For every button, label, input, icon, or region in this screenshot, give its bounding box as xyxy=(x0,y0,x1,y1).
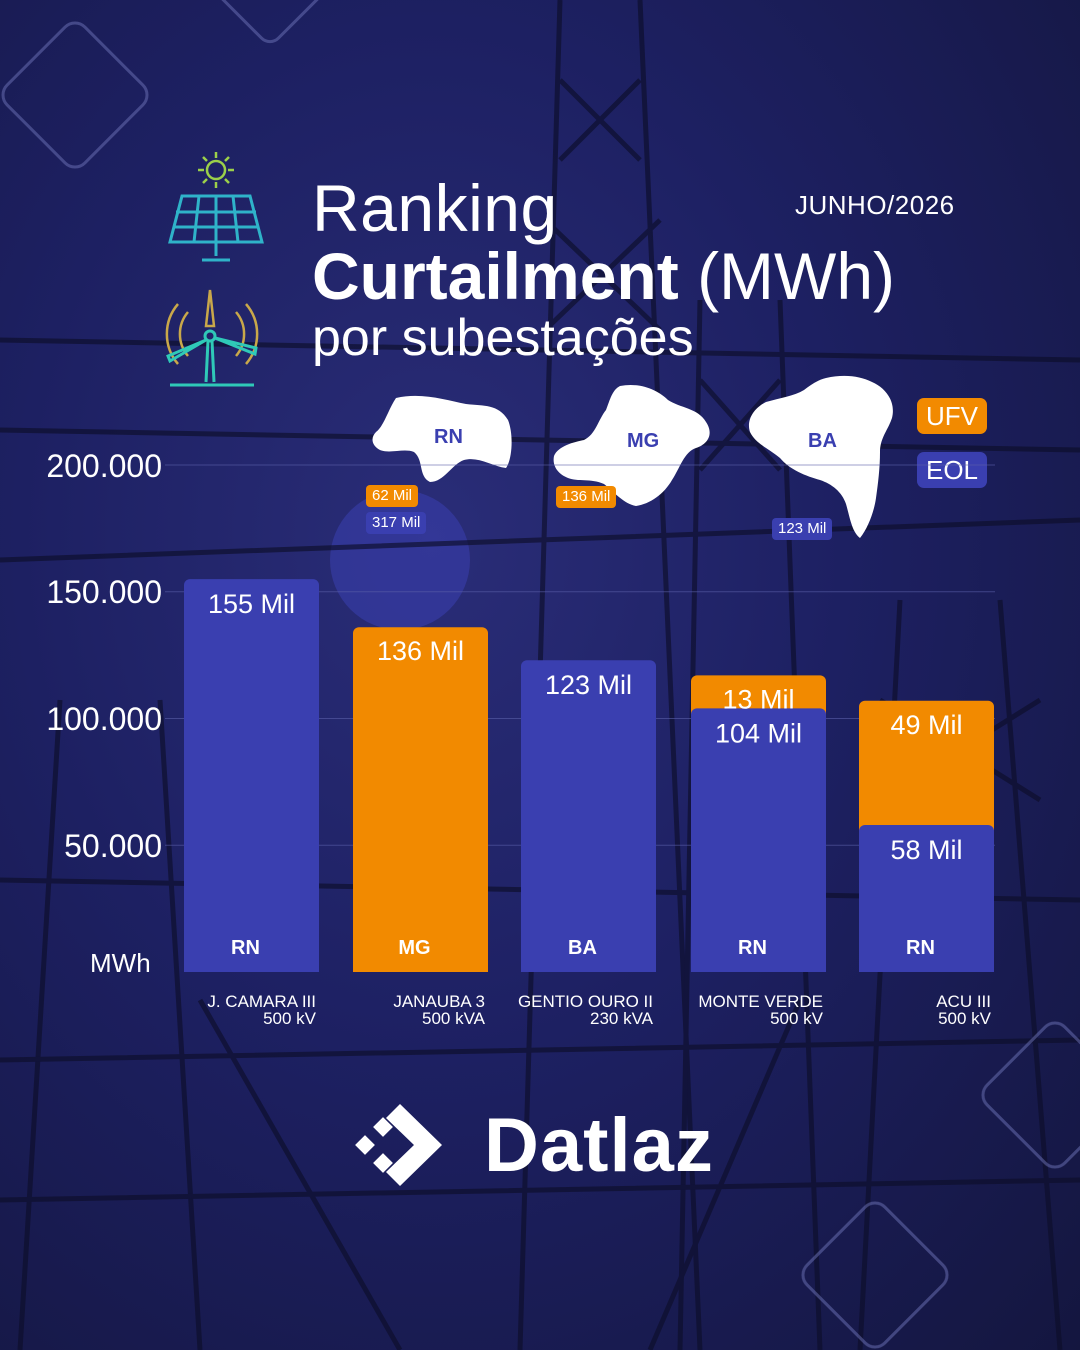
category-label: JANAUBA 3 500 kVA xyxy=(393,993,485,1027)
category-label: GENTIO OURO II 230 kVA xyxy=(518,993,653,1027)
map-ba-icon xyxy=(748,375,893,538)
chart-title-bold: Curtailment xyxy=(312,239,679,313)
chart-title-unit: (MWh) xyxy=(697,239,895,313)
chart-title-line1: Ranking xyxy=(312,171,558,245)
y-axis-unit: MWh xyxy=(90,948,151,978)
region-mg-ufv-badge: 136 Mil xyxy=(556,486,617,508)
map-label-ba: BA xyxy=(808,430,837,452)
category-voltage: 500 kVA xyxy=(421,1009,485,1028)
category-label: MONTE VERDE 500 kV xyxy=(698,993,823,1027)
bar-state-label: BA xyxy=(568,937,597,959)
category-name: JANAUBA 3 xyxy=(393,992,485,1011)
category-name: J. CAMARA III xyxy=(207,992,316,1011)
category-name: MONTE VERDE xyxy=(698,992,823,1011)
data-label-ufv: 13 Mil xyxy=(722,684,794,714)
bar-eol xyxy=(691,708,826,972)
region-ba-eol-badge: 123 Mil xyxy=(772,518,833,540)
bar-base xyxy=(353,964,488,972)
category-voltage: 500 kV xyxy=(770,1009,823,1028)
y-tick-label: 100.000 xyxy=(46,701,162,737)
bar-ufv xyxy=(353,627,488,972)
map-label-rn: RN xyxy=(434,426,463,448)
data-label-eol: 104 Mil xyxy=(715,718,802,748)
datlaz-logo-icon xyxy=(355,1104,442,1186)
data-label-eol: 155 Mil xyxy=(208,589,295,619)
data-label-ufv: 136 Mil xyxy=(377,636,464,666)
y-tick-label: 150.000 xyxy=(46,574,162,610)
bar-state-label: MG xyxy=(398,937,430,959)
map-label-mg: MG xyxy=(627,430,660,452)
category-voltage: 230 kVA xyxy=(589,1009,653,1028)
map-mg-icon xyxy=(553,384,710,506)
category-name: ACU III xyxy=(936,992,991,1011)
chart-title-line2: Curtailment (MWh) xyxy=(312,240,895,312)
y-tick-label: 50.000 xyxy=(64,828,162,864)
bar-eol xyxy=(521,660,656,972)
region-rn-ufv-badge: 62 Mil xyxy=(366,485,419,507)
bar-state-label: RN xyxy=(231,937,260,959)
chart-subtitle: por subestações xyxy=(312,309,694,367)
category-voltage: 500 kV xyxy=(263,1009,316,1028)
data-label-ufv: 49 Mil xyxy=(890,710,962,740)
map-rn-icon xyxy=(372,395,512,482)
solar-panel-icon xyxy=(168,152,264,262)
category-voltage: 500 kV xyxy=(938,1009,991,1028)
category-label: ACU III 500 kV xyxy=(936,993,991,1027)
legend-ufv: UFV xyxy=(917,398,987,434)
datlaz-logo-text: Datlaz xyxy=(484,1103,714,1188)
glow-circle xyxy=(330,490,470,630)
bar-base xyxy=(691,964,826,972)
bar-state-label: RN xyxy=(738,937,767,959)
y-tick-label: 200.000 xyxy=(46,448,162,484)
legend-eol: EOL xyxy=(917,452,987,488)
data-label-eol: 58 Mil xyxy=(890,835,962,865)
region-rn-eol-badge: 317 Mil xyxy=(366,512,427,534)
period-label: JUNHO/2026 xyxy=(795,190,955,220)
bar-eol xyxy=(859,824,994,972)
bar-base xyxy=(521,964,656,972)
bar-state-label: RN xyxy=(906,937,935,959)
data-label-eol: 123 Mil xyxy=(545,670,632,700)
category-name: GENTIO OURO II xyxy=(517,992,653,1011)
bar-base xyxy=(184,964,319,972)
bar-base xyxy=(859,964,994,972)
wind-turbine-icon xyxy=(165,289,259,387)
category-label: J. CAMARA III 500 kV xyxy=(207,993,316,1027)
bar-eol xyxy=(184,579,319,972)
